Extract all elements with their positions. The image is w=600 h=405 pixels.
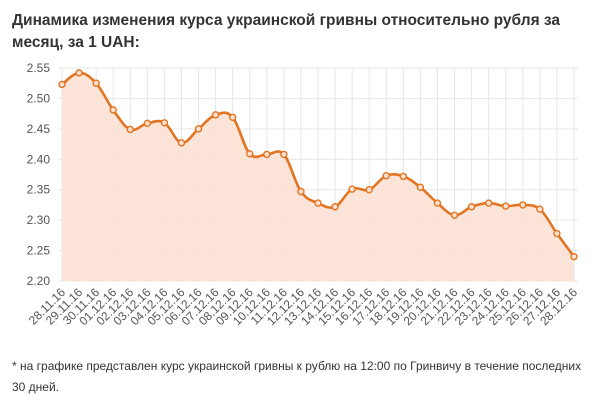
footnote: * на графике представлен курс украинской… bbox=[12, 359, 582, 394]
data-point[interactable] bbox=[553, 229, 561, 238]
data-point[interactable] bbox=[331, 203, 339, 211]
y-tick-label: 2.55 bbox=[27, 61, 51, 75]
data-point[interactable] bbox=[467, 203, 476, 211]
chart-title: Динамика изменения курса украинской грив… bbox=[12, 10, 592, 54]
data-point[interactable] bbox=[109, 106, 117, 114]
data-point[interactable] bbox=[280, 150, 288, 159]
data-point[interactable] bbox=[536, 205, 544, 213]
data-point[interactable] bbox=[348, 185, 356, 193]
data-point[interactable] bbox=[126, 125, 134, 134]
data-point[interactable] bbox=[177, 139, 186, 147]
data-point[interactable] bbox=[433, 199, 442, 207]
y-tick-label: 2.45 bbox=[27, 122, 51, 136]
data-point[interactable] bbox=[194, 125, 203, 133]
data-point[interactable] bbox=[314, 199, 322, 207]
data-points bbox=[58, 69, 578, 261]
y-tick-label: 2.50 bbox=[27, 91, 51, 105]
data-point[interactable] bbox=[92, 79, 100, 87]
data-point[interactable] bbox=[58, 80, 66, 89]
chart-title-line1: Динамика изменения курса украинской грив… bbox=[12, 12, 561, 29]
y-tick-label: 2.35 bbox=[27, 183, 51, 197]
y-tick-label: 2.30 bbox=[27, 213, 51, 227]
data-point[interactable] bbox=[382, 172, 390, 180]
area-fill bbox=[62, 72, 574, 281]
data-point[interactable] bbox=[365, 186, 373, 194]
data-point[interactable] bbox=[297, 187, 305, 196]
data-point[interactable] bbox=[228, 113, 237, 121]
x-axis-ticks: 28.11.1629.11.1630.11.1601.12.1602.12.16… bbox=[26, 285, 581, 328]
data-point[interactable] bbox=[143, 119, 152, 128]
y-tick-label: 2.40 bbox=[27, 152, 51, 166]
data-point[interactable] bbox=[246, 150, 254, 158]
data-point[interactable] bbox=[416, 183, 425, 191]
data-point[interactable] bbox=[399, 172, 408, 181]
y-axis-ticks: 2.55 2.50 2.45 2.40 2.35 2.30 2.25 2.20 bbox=[27, 61, 51, 288]
data-point[interactable] bbox=[160, 119, 169, 127]
data-point[interactable] bbox=[519, 201, 527, 209]
data-point[interactable] bbox=[75, 69, 83, 77]
data-point[interactable] bbox=[484, 199, 493, 207]
data-point[interactable] bbox=[570, 252, 578, 261]
data-point[interactable] bbox=[263, 150, 271, 159]
data-point[interactable] bbox=[211, 111, 220, 119]
y-tick-label: 2.25 bbox=[27, 244, 51, 258]
data-point[interactable] bbox=[502, 202, 510, 210]
chart-title-line2: месяц, за 1 UAH: bbox=[12, 34, 140, 51]
y-tick-label: 2.20 bbox=[27, 274, 51, 288]
data-point[interactable] bbox=[450, 211, 459, 219]
